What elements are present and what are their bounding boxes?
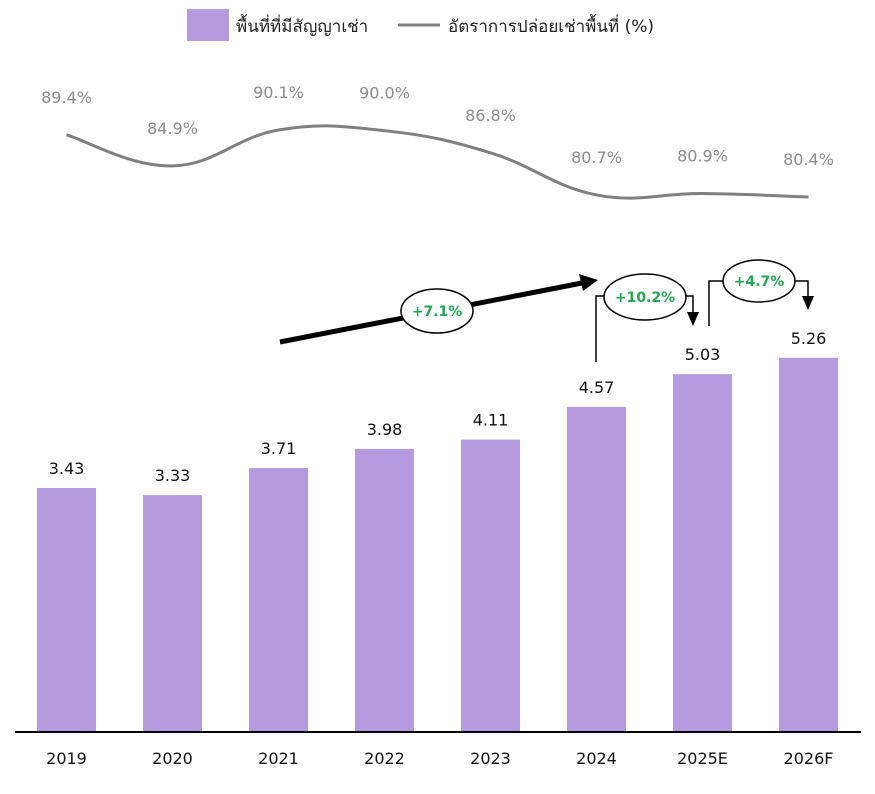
bar-2024 bbox=[567, 406, 626, 732]
x-tick-label-2026F: 2026F bbox=[784, 749, 834, 768]
bar-value-labels: 3.43 3.33 3.71 3.98 4.11 4.57 5.03 5.26 bbox=[49, 329, 827, 485]
bar-value-label-2023: 4.11 bbox=[473, 411, 509, 430]
x-tick-label-2021: 2021 bbox=[258, 749, 299, 768]
legend-bar-label: พื้นที่ที่มีสัญญาเช่า bbox=[236, 14, 368, 37]
growth-label-2025: +10.2% bbox=[615, 290, 675, 306]
growth-bubble-cagr bbox=[400, 288, 474, 334]
growth-bubble-2026 bbox=[722, 259, 796, 303]
line-value-labels: 89.4% 84.9% 90.1% 90.0% 86.8% 80.7% 80.9% 80.4% bbox=[41, 83, 834, 169]
x-tick-label-2023: 2023 bbox=[470, 749, 511, 768]
occupancy-line bbox=[66, 124, 809, 200]
bar-2023 bbox=[461, 439, 520, 732]
x-tick-label-2022: 2022 bbox=[364, 749, 405, 768]
x-tick-label-2024: 2024 bbox=[576, 749, 617, 768]
legend-line-label: อัตราการปล่อยเช่าพื้นที่ (%) bbox=[448, 14, 654, 37]
bar-value-label-2026F: 5.26 bbox=[791, 329, 827, 348]
bar-value-label-2025E: 5.03 bbox=[685, 345, 721, 364]
step-arrow-head-2025 bbox=[687, 312, 699, 326]
line-value-label-2023: 86.8% bbox=[465, 106, 516, 125]
step-connector-2026-down bbox=[795, 280, 809, 296]
bar-2019 bbox=[37, 488, 96, 732]
bar-2020 bbox=[143, 495, 202, 732]
x-axis-tick-labels: 2019 2020 2021 2022 2023 2024 2025E 2026F bbox=[46, 749, 833, 768]
step-connector-2026 bbox=[708, 280, 723, 326]
line-value-label-2026F: 80.4% bbox=[783, 150, 834, 169]
bar-2021 bbox=[249, 468, 308, 732]
line-value-label-2019: 89.4% bbox=[41, 88, 92, 107]
x-tick-label-2025E: 2025E bbox=[677, 749, 728, 768]
x-tick-label-2020: 2020 bbox=[152, 749, 193, 768]
growth-label-2026: +4.7% bbox=[734, 274, 785, 290]
growth-bubble-2025 bbox=[603, 273, 687, 321]
step-arrow-head-2026 bbox=[802, 296, 814, 310]
bar-2026F bbox=[779, 357, 838, 732]
line-value-label-2024: 80.7% bbox=[571, 148, 622, 167]
trend-arrow-head bbox=[579, 274, 598, 291]
bar-2025E bbox=[673, 374, 732, 732]
legend-bar-swatch bbox=[187, 9, 229, 41]
bar-series bbox=[37, 357, 838, 732]
line-value-label-2025E: 80.9% bbox=[677, 147, 728, 166]
step-connector-2025-down bbox=[686, 295, 694, 312]
bar-value-label-2020: 3.33 bbox=[155, 466, 191, 485]
bar-value-label-2024: 4.57 bbox=[579, 378, 615, 397]
line-value-label-2022: 90.0% bbox=[359, 84, 410, 103]
bar-value-label-2022: 3.98 bbox=[367, 420, 403, 439]
x-tick-label-2019: 2019 bbox=[46, 749, 87, 768]
line-value-label-2021: 90.1% bbox=[253, 83, 304, 102]
legend: พื้นที่ที่มีสัญญาเช่า อัตราการปล่อยเช่าพ… bbox=[187, 9, 654, 41]
bar-value-label-2019: 3.43 bbox=[49, 459, 85, 478]
bar-2022 bbox=[355, 448, 414, 732]
growth-label-cagr: +7.1% bbox=[412, 304, 463, 320]
bar-value-label-2021: 3.71 bbox=[261, 439, 297, 458]
growth-annotations: +7.1% +10.2% +4.7% bbox=[279, 259, 814, 362]
step-connector-2025 bbox=[595, 295, 604, 362]
line-value-label-2020: 84.9% bbox=[147, 119, 198, 138]
